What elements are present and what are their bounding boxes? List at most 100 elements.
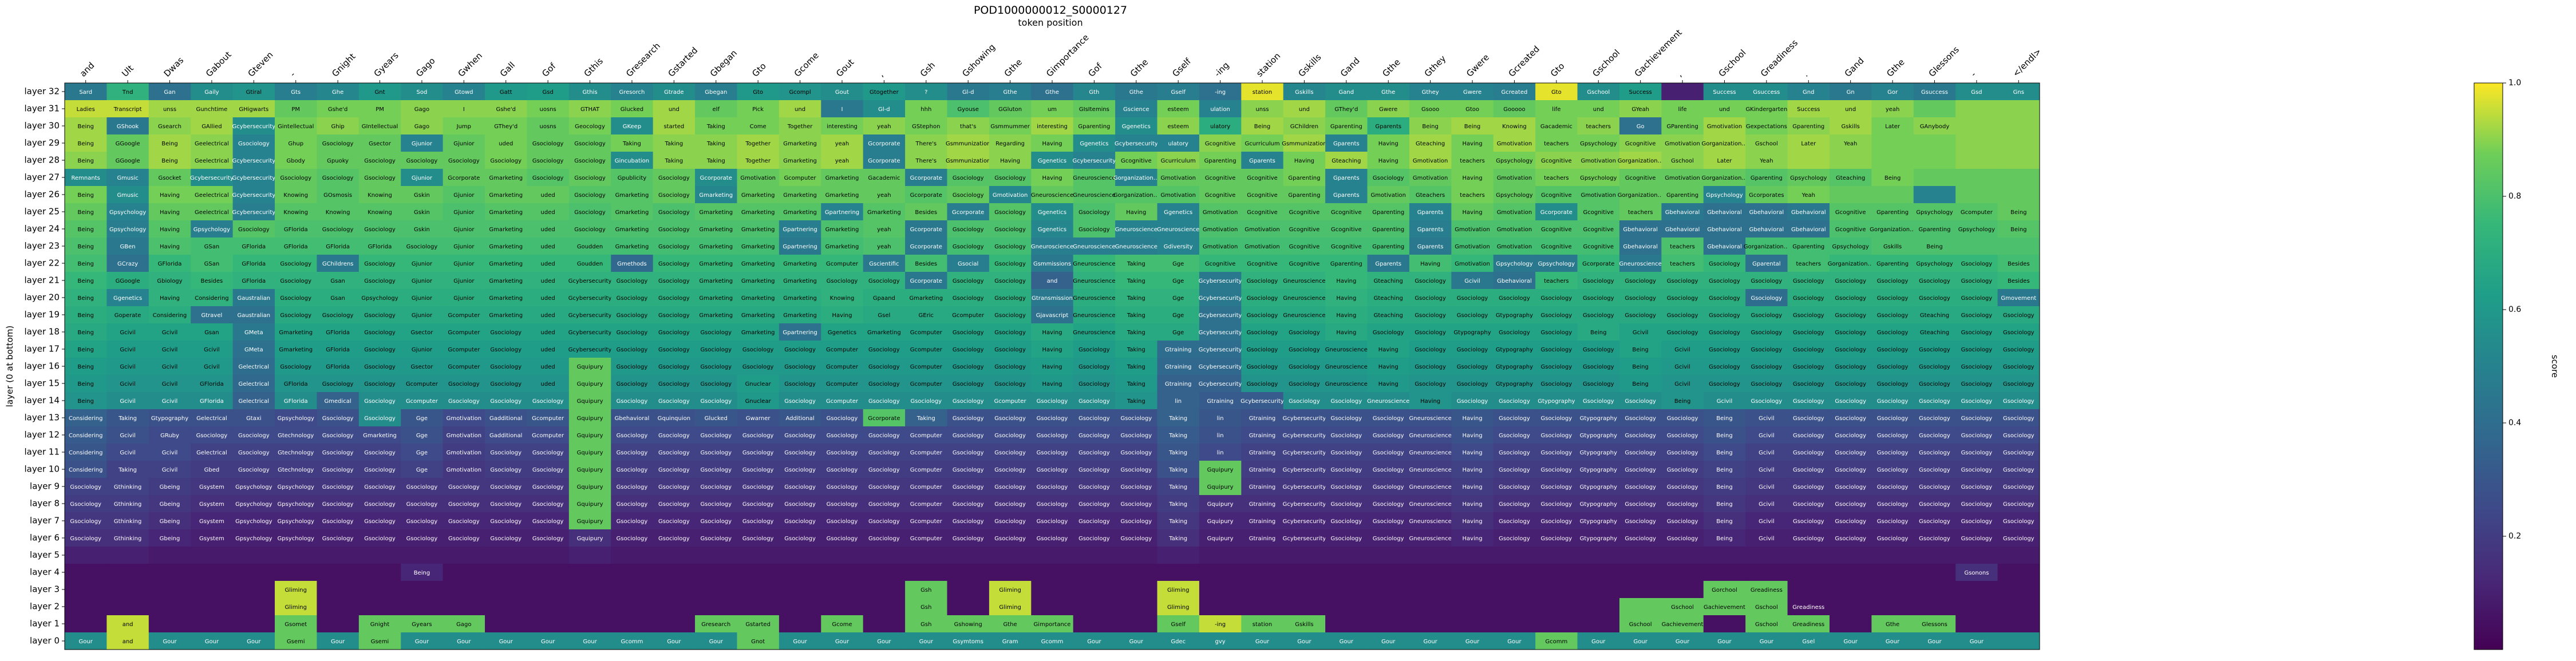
cell-label: Being: [1464, 124, 1480, 130]
cell-label: Gsociology: [2003, 347, 2034, 353]
cell-label: Gcivil: [1759, 536, 1775, 542]
cell-label: Gsociology: [1667, 330, 1698, 336]
cell-label: Gsociology: [2003, 450, 2034, 456]
cell-label: Having: [1463, 415, 1483, 422]
cell-label: Gcybersecurity: [1199, 347, 1242, 353]
cell-label: GFlorida: [200, 381, 224, 387]
cell-label: Gour: [1717, 639, 1732, 645]
cell-label: Gcomputer: [910, 364, 943, 370]
cell-label: Taking: [1127, 278, 1145, 284]
heatmap-cell: [653, 117, 696, 135]
cell-label: Gbegan: [705, 89, 727, 96]
cell-label: Gsociology: [532, 501, 564, 508]
cell-label: Gcybersecurity: [1115, 141, 1158, 147]
cell-label: Taking: [706, 124, 725, 130]
heatmap-cell: [65, 134, 107, 152]
y-tick-label: layer 22: [25, 258, 60, 268]
cell-label: Gintellectual: [278, 124, 314, 130]
cell-label: Gcivil: [162, 467, 178, 473]
cell-label: Gcybersecurity: [232, 209, 275, 216]
cell-label: Gliming: [285, 587, 307, 593]
cell-label: Gcybersecurity: [1073, 158, 1116, 164]
heatmap-cell: [1451, 598, 1494, 616]
cell-label: Gtypography: [1580, 501, 1617, 508]
cell-label: Gmotivation: [1497, 209, 1532, 216]
cell-label: Considering: [69, 467, 103, 473]
cell-label: Gsociology: [1919, 484, 1950, 490]
x-tick-label: .: [1800, 70, 1809, 79]
cell-label: Being: [77, 398, 93, 405]
cell-label: Gour: [1087, 639, 1101, 645]
cell-label: GCrazy: [117, 261, 138, 267]
cell-label: Gcognitive: [1541, 158, 1572, 164]
cell-label: Gsociology: [1793, 347, 1824, 353]
cell-label: Gaily: [204, 89, 219, 96]
cell-label: uded: [541, 364, 555, 370]
cell-label: Gnuclear: [745, 398, 772, 405]
cell-label: Gsociology: [532, 450, 564, 456]
x-tick-label: ,: [876, 70, 885, 79]
heatmap-cell: [611, 598, 654, 616]
heatmap-cell: [863, 83, 906, 101]
heatmap-cell: [191, 134, 234, 152]
cell-label: Gsociology: [1499, 467, 1530, 473]
cell-label: Taking: [706, 141, 725, 147]
cell-label: Being: [1716, 415, 1732, 422]
heatmap-cell: [1913, 581, 1956, 599]
heatmap-cell: [737, 598, 780, 616]
heatmap-cell: [989, 564, 1032, 581]
heatmap-cell: [1913, 83, 1956, 101]
cell-label: Gsociology: [1877, 415, 1909, 422]
heatmap-cell: [1619, 564, 1662, 581]
cell-label: Gsociology: [490, 158, 521, 164]
cell-label: Gsociology: [364, 261, 396, 267]
heatmap-cell: [485, 547, 527, 564]
cell-label: Gsociology: [1919, 536, 1950, 542]
cell-label: Gsociology: [617, 536, 648, 542]
heatmap-cell: [1073, 83, 1116, 101]
cell-label: Gsociology: [700, 347, 732, 353]
heatmap-cell: [1703, 117, 1746, 135]
heatmap-cell: [442, 581, 485, 599]
heatmap-cell: [358, 547, 401, 564]
cell-label: Gsociology: [322, 141, 354, 147]
cell-label: Gparenting: [1876, 209, 1909, 216]
cell-label: Gsociology: [1709, 278, 1740, 284]
cell-label: teachers: [1460, 158, 1485, 164]
cell-label: Gparenting: [1288, 175, 1320, 181]
cell-label: Gneuroscience: [1031, 244, 1073, 250]
heatmap-cell: [485, 100, 527, 118]
cell-label: Gbehavioral: [1623, 244, 1658, 250]
cell-label: Gmotivation: [1581, 158, 1617, 164]
x-tick-label: Gto: [750, 61, 768, 79]
cell-label: Gsociology: [994, 175, 1026, 181]
heatmap-cell: [1577, 547, 1620, 564]
cell-label: Gsociology: [827, 278, 858, 284]
cell-label: Gtogether: [870, 89, 899, 96]
cell-label: uded: [541, 192, 555, 199]
cell-label: Gsociology: [70, 518, 101, 525]
cell-label: Gparenting: [1204, 158, 1236, 164]
y-tick-label: layer 29: [25, 138, 60, 148]
cell-label: Gsociology: [784, 467, 816, 473]
cell-label: Gsociology: [868, 450, 900, 456]
heatmap-cell: [863, 581, 906, 599]
cell-label: Gsociology: [364, 175, 396, 181]
cell-label: Gsociology: [1415, 312, 1446, 319]
cell-label: Gschool: [1587, 89, 1610, 96]
cell-label: Gsociology: [2003, 398, 2034, 405]
cell-label: Gsociology: [1120, 433, 1152, 439]
cell-label: Gcognitive: [1205, 175, 1236, 181]
cell-label: Gge: [416, 433, 428, 439]
cell-label: Gsociology: [448, 501, 480, 508]
cell-label: Gsociology: [1415, 330, 1446, 336]
cell-label: Gsociology: [1835, 364, 1866, 370]
heatmap-cell: [568, 100, 611, 118]
cell-label: Gsociology: [1709, 381, 1740, 387]
cell-label: Gsociology: [953, 192, 984, 199]
cell-label: Ggenetics: [1122, 124, 1151, 130]
cell-label: Gsociology: [910, 398, 942, 405]
cell-label: Being: [1590, 330, 1606, 336]
cell-label: Gsociology: [1331, 484, 1362, 490]
cell-label: Gneuroscience: [1073, 312, 1115, 319]
